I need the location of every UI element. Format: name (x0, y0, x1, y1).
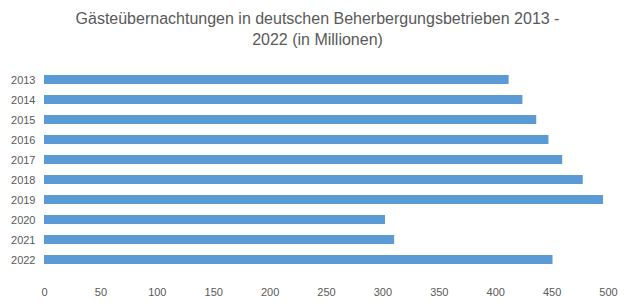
svg-text:2017: 2017 (11, 154, 35, 166)
svg-text:50: 50 (95, 286, 107, 298)
svg-text:350: 350 (430, 286, 448, 298)
svg-text:300: 300 (374, 286, 392, 298)
svg-text:250: 250 (317, 286, 335, 298)
svg-text:2015: 2015 (11, 114, 35, 126)
svg-text:400: 400 (487, 286, 505, 298)
svg-text:2021: 2021 (11, 234, 35, 246)
svg-text:200: 200 (261, 286, 279, 298)
svg-text:150: 150 (205, 286, 223, 298)
html-text:Gästeübernachtungen in deutsch: Gästeübernachtungen in deutschen Beherbe… (75, 10, 560, 48)
svg-text:450: 450 (543, 286, 561, 298)
svg-text:2019: 2019 (11, 194, 35, 206)
svg-text:2013: 2013 (11, 74, 35, 86)
svg-text:2020: 2020 (11, 214, 35, 226)
svg-text:2014: 2014 (11, 94, 35, 106)
svg-text:2018: 2018 (11, 174, 35, 186)
svg-text:500: 500 (599, 286, 617, 298)
svg-text:100: 100 (148, 286, 166, 298)
svg-text:2022: 2022 (11, 254, 35, 266)
svg-text:2016: 2016 (11, 134, 35, 146)
svg-text:0: 0 (41, 286, 47, 298)
